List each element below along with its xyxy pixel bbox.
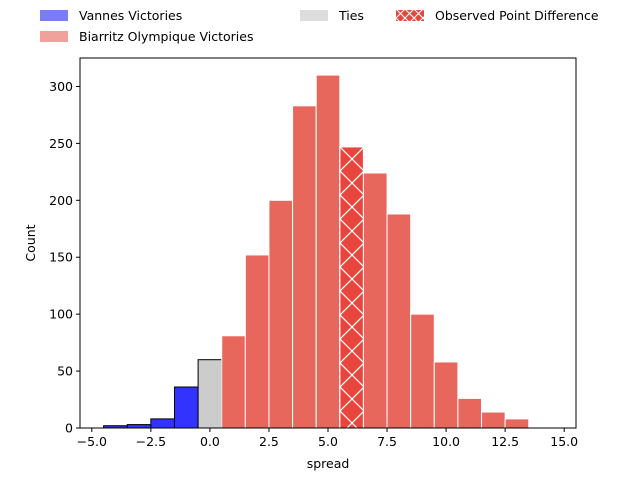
bar-vannes-victories-2 bbox=[150, 418, 175, 429]
x-tick-label: 15.0 bbox=[550, 434, 578, 449]
x-tick-label: 5.0 bbox=[318, 434, 338, 449]
bar-vannes-victories-3 bbox=[173, 386, 199, 429]
x-tick-label: 7.5 bbox=[377, 434, 397, 449]
y-tick-label: 0 bbox=[65, 421, 73, 436]
x-tick-label: −5.0 bbox=[77, 434, 107, 449]
y-tick-label: 100 bbox=[49, 307, 73, 322]
bar-biarritz-olympique-victories-9 bbox=[433, 361, 459, 429]
legend-swatch bbox=[40, 31, 68, 42]
x-axis-label: spread bbox=[307, 456, 350, 471]
legend-label: Biarritz Olympique Victories bbox=[79, 29, 253, 44]
bar-biarritz-olympique-victories-6 bbox=[362, 172, 388, 429]
bar-biarritz-olympique-victories-4 bbox=[315, 74, 341, 429]
bar-biarritz-olympique-victories-11 bbox=[481, 411, 506, 429]
bar-biarritz-olympique-victories-12 bbox=[504, 418, 530, 429]
x-tick-label: 12.5 bbox=[491, 434, 519, 449]
histogram-bars bbox=[103, 74, 530, 429]
legend-swatch bbox=[40, 10, 68, 21]
x-tick-label: −2.5 bbox=[136, 434, 166, 449]
x-tick-label: 2.5 bbox=[259, 434, 279, 449]
legend-swatch-hatch bbox=[396, 10, 424, 21]
bar-biarritz-olympique-victories-0 bbox=[221, 335, 246, 429]
legend-label: Observed Point Difference bbox=[435, 8, 599, 23]
y-tick-label: 300 bbox=[49, 79, 73, 94]
bar-biarritz-olympique-victories-3 bbox=[292, 105, 317, 429]
bar-biarritz-olympique-victories-2 bbox=[268, 199, 294, 429]
x-tick-label: 10.0 bbox=[432, 434, 460, 449]
x-tick-label: 0.0 bbox=[200, 434, 220, 449]
y-tick-label: 50 bbox=[57, 364, 73, 379]
bar-biarritz-olympique-victories-1 bbox=[244, 254, 270, 429]
observed-bar-hatch bbox=[339, 146, 364, 429]
legend-label: Ties bbox=[338, 8, 364, 23]
y-tick-label: 200 bbox=[49, 193, 73, 208]
bar-biarritz-olympique-victories-8 bbox=[410, 313, 435, 429]
legend-label: Vannes Victories bbox=[79, 8, 182, 23]
y-axis: 0 50 100 150 200 250 300 bbox=[49, 79, 80, 436]
y-tick-label: 150 bbox=[49, 250, 73, 265]
bar-vannes-victories-1 bbox=[126, 424, 152, 429]
y-axis-label: Count bbox=[23, 224, 38, 261]
x-axis: −5.0 −2.5 0.0 2.5 5.0 7.5 10.0 12.5 15.0 bbox=[77, 428, 578, 449]
bar-biarritz-olympique-victories-10 bbox=[457, 397, 483, 429]
y-tick-label: 250 bbox=[49, 136, 73, 151]
legend: Vannes Victories Biarritz Olympique Victo… bbox=[40, 8, 599, 44]
legend-swatch bbox=[300, 10, 328, 21]
bar-ties-0 bbox=[197, 359, 223, 429]
bar-biarritz-olympique-victories-7 bbox=[386, 213, 412, 429]
